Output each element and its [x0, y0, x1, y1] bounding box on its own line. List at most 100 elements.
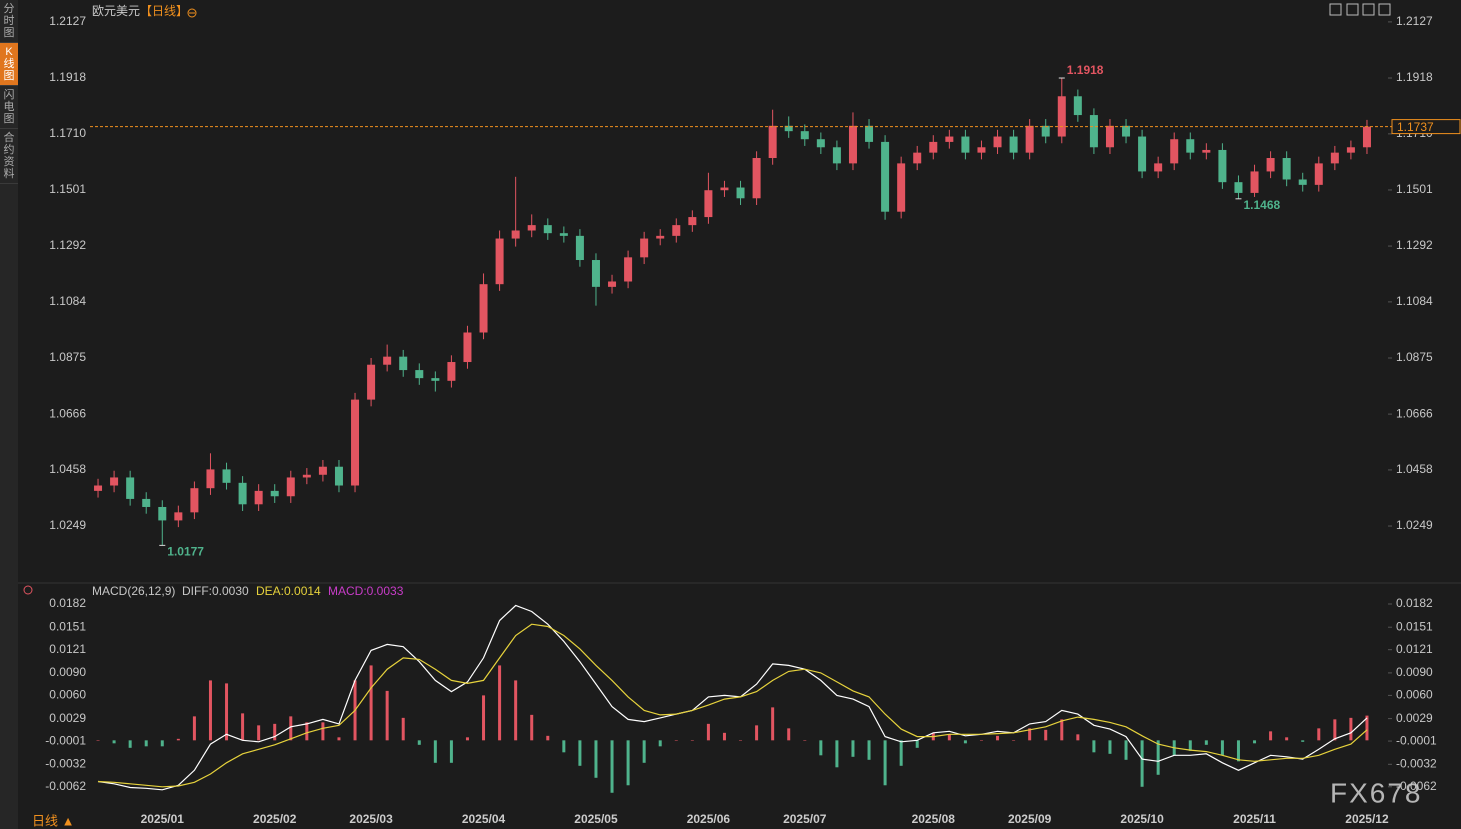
- candle-body: [1362, 126, 1371, 148]
- macd-bar: [337, 737, 341, 741]
- icon[interactable]: [187, 8, 197, 18]
- y-tick-label: 1.2127: [49, 14, 86, 28]
- candle-body: [1314, 163, 1323, 185]
- macd-bar: [626, 740, 630, 786]
- macd-bar: [562, 740, 566, 753]
- macd-bar: [947, 734, 951, 741]
- macd-bar: [112, 740, 116, 744]
- candle-body: [929, 141, 938, 153]
- macd-bar: [546, 735, 550, 741]
- macd-bar: [835, 740, 839, 768]
- legend-entry: MACD:0.0033: [328, 584, 404, 598]
- legend-entry: DIFF:0.0030: [182, 584, 249, 598]
- y-tick-label: -0.0001: [45, 733, 86, 747]
- tool-icon[interactable]: [1378, 3, 1391, 16]
- y-tick-label: -0.0062: [45, 779, 86, 793]
- candle-body: [1154, 163, 1163, 172]
- macd-bar: [1076, 734, 1080, 741]
- x-tick-label: 2025/01: [141, 812, 185, 826]
- sidebar-tab[interactable]: K线图: [0, 43, 18, 86]
- candle-body: [126, 477, 135, 499]
- macd-bar: [899, 740, 903, 766]
- macd-bar: [915, 740, 919, 748]
- candle-body: [302, 474, 311, 478]
- macd-bar: [1269, 731, 1273, 741]
- macd-bar: [305, 722, 309, 741]
- macd-bar: [449, 740, 453, 763]
- y-tick-label: -0.0001: [1396, 733, 1437, 747]
- period: 【日线】: [140, 4, 188, 18]
- candle-body: [1186, 139, 1195, 153]
- icon[interactable]: [23, 585, 33, 595]
- macd-bar: [1365, 715, 1369, 741]
- candle-body: [624, 257, 633, 282]
- candle-body: [270, 490, 279, 497]
- macd-bar: [241, 713, 245, 741]
- macd-bar: [1236, 740, 1240, 762]
- macd-bar: [257, 725, 261, 741]
- candle-body: [961, 136, 970, 153]
- macd-bar: [963, 740, 967, 744]
- candle-body: [383, 356, 392, 365]
- macd-bar: [128, 740, 132, 748]
- footer-period[interactable]: 日线 ▲: [32, 813, 74, 828]
- x-tick-label: 2025/11: [1233, 812, 1276, 826]
- macd-bar: [498, 665, 502, 741]
- y-tick-label: 0.0151: [1396, 619, 1433, 633]
- tool-icon[interactable]: [1329, 3, 1342, 16]
- candle-body: [1138, 136, 1147, 172]
- x-tick-label: 2025/12: [1345, 812, 1389, 826]
- candle-body: [688, 217, 697, 226]
- macd-bar: [722, 732, 726, 741]
- macd-bar: [1156, 740, 1160, 775]
- sidebar-tab[interactable]: 分时图: [0, 0, 18, 43]
- y-tick-label: 1.1292: [49, 238, 86, 252]
- candle-body: [1202, 149, 1211, 153]
- symbol: 欧元美元: [92, 4, 140, 18]
- y-tick-label: 1.0875: [1396, 350, 1433, 364]
- sidebar-tab[interactable]: 合约资料: [0, 129, 18, 184]
- y-tick-label: 1.0875: [49, 350, 86, 364]
- macd-bar: [1092, 740, 1096, 753]
- candle-body: [736, 187, 745, 199]
- macd-bar: [642, 740, 646, 763]
- macd-bar: [1060, 719, 1064, 741]
- x-tick-label: 2025/05: [574, 812, 618, 826]
- macd-bar: [289, 716, 293, 741]
- candle-body: [608, 281, 617, 287]
- candle-body: [222, 469, 231, 483]
- macd-bar: [803, 740, 807, 741]
- macd-bar: [1204, 740, 1208, 745]
- candle-body: [527, 225, 536, 231]
- macd-bar: [1301, 740, 1305, 742]
- macd-bar: [1044, 729, 1048, 741]
- y-tick-label: 0.0121: [49, 642, 86, 656]
- y-tick-label: 0.0182: [1396, 596, 1433, 610]
- candle-body: [238, 482, 247, 505]
- y-tick-label: 0.0060: [1396, 688, 1433, 702]
- tool-icon[interactable]: [1362, 3, 1375, 16]
- macd-bar: [273, 723, 277, 741]
- candle-body: [704, 190, 713, 218]
- candle-body: [1346, 147, 1355, 153]
- macd-bar: [787, 728, 791, 741]
- candle-body: [206, 469, 215, 489]
- macd-bar: [401, 717, 405, 741]
- tool-icon[interactable]: [1346, 3, 1359, 16]
- candle-body: [431, 378, 440, 381]
- candle-body: [800, 131, 809, 140]
- x-tick-label: 2025/02: [253, 812, 297, 826]
- candle-body: [479, 284, 488, 333]
- candle-body: [1218, 149, 1227, 183]
- y-tick-label: 1.0666: [1396, 406, 1433, 420]
- candle-body: [1089, 115, 1098, 148]
- macd-bar: [867, 740, 871, 760]
- sidebar-tab[interactable]: 闪电图: [0, 86, 18, 129]
- macd-bar: [755, 725, 759, 741]
- toolbar: [1329, 3, 1391, 16]
- candle-body: [1073, 96, 1082, 116]
- x-tick-label: 2025/03: [349, 812, 393, 826]
- candle-body: [768, 125, 777, 159]
